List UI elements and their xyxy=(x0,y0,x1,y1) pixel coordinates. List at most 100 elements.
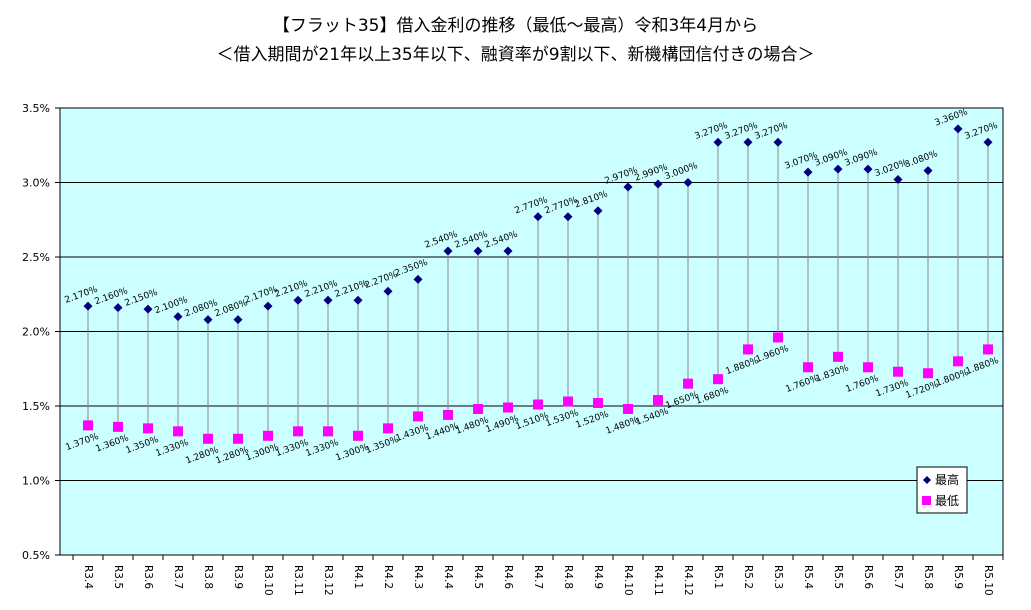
high-marker xyxy=(473,246,483,256)
series-low xyxy=(83,332,993,444)
x-tick-label: R5.2 xyxy=(742,565,754,589)
high-marker xyxy=(443,246,453,256)
x-tick-label: R5.3 xyxy=(772,565,784,589)
high-marker xyxy=(953,124,963,134)
x-tick-label: R4.4 xyxy=(442,565,454,589)
legend-high-marker xyxy=(923,476,931,484)
low-marker xyxy=(773,332,783,343)
y-tick-label: 3.0% xyxy=(22,177,50,190)
low-marker xyxy=(263,430,273,441)
high-marker xyxy=(413,274,423,284)
high-marker xyxy=(713,137,723,147)
x-tick-label: R4.6 xyxy=(502,565,514,589)
low-marker xyxy=(503,402,513,413)
legend-low-marker xyxy=(922,496,931,505)
x-tick-label: R4.11 xyxy=(652,565,664,596)
high-marker xyxy=(173,312,183,322)
x-tick-label: R3.6 xyxy=(142,565,154,589)
x-tick-label: R4.3 xyxy=(412,565,424,589)
low-marker xyxy=(143,423,153,434)
high-marker xyxy=(593,206,603,216)
x-tick-label: R3.4 xyxy=(82,565,94,589)
low-marker xyxy=(743,344,753,355)
x-tick-label: R5.10 xyxy=(982,565,994,596)
high-marker xyxy=(893,175,903,185)
series-high xyxy=(83,124,993,325)
y-tick-label: 1.0% xyxy=(22,475,50,488)
high-marker xyxy=(83,301,93,311)
high-marker xyxy=(323,295,333,305)
x-tick-label: R3.8 xyxy=(202,565,214,589)
x-tick-label: R4.9 xyxy=(592,565,604,589)
x-tick-label: R5.7 xyxy=(892,565,904,589)
legend-low-label: 最低 xyxy=(935,494,959,508)
low-marker xyxy=(353,430,363,441)
low-marker xyxy=(683,378,693,389)
low-marker xyxy=(653,395,663,406)
high-marker xyxy=(773,137,783,147)
low-marker xyxy=(833,351,843,362)
high-marker xyxy=(833,164,843,174)
high-marker xyxy=(293,295,303,305)
high-marker xyxy=(113,303,123,313)
x-tick-label: R4.2 xyxy=(382,565,394,589)
legend-high-label: 最高 xyxy=(935,472,959,487)
low-marker xyxy=(113,421,123,432)
low-marker xyxy=(473,403,483,414)
low-marker xyxy=(893,366,903,377)
low-marker xyxy=(713,374,723,385)
high-marker xyxy=(383,286,393,296)
y-tick-label: 3.5% xyxy=(22,102,50,115)
x-tick-label: R3.10 xyxy=(262,565,274,596)
low-marker xyxy=(83,420,93,431)
low-marker xyxy=(413,411,423,422)
y-axis: 0.5% 1.0% 1.5% 2.0% 2.5% 3.0% 3.5% xyxy=(22,102,60,562)
x-tick-label: R5.1 xyxy=(712,565,724,589)
x-tick-label: R5.9 xyxy=(952,565,964,589)
x-tick-label: R4.10 xyxy=(622,565,634,596)
y-tick-label: 2.0% xyxy=(22,326,50,339)
high-marker xyxy=(683,178,693,187)
x-tick-label: R4.1 xyxy=(352,565,364,589)
high-marker xyxy=(923,166,933,176)
legend-box xyxy=(916,466,968,514)
high-marker xyxy=(653,179,663,189)
x-tick-label: R5.5 xyxy=(832,565,844,589)
x-tick-label: R4.12 xyxy=(682,565,694,596)
high-marker xyxy=(533,212,543,222)
x-tick-label: R5.6 xyxy=(862,565,874,589)
low-marker xyxy=(863,362,873,373)
low-marker xyxy=(383,423,393,434)
high-marker xyxy=(863,164,873,174)
high-marker xyxy=(983,137,993,147)
y-tick-label: 2.5% xyxy=(22,251,50,264)
x-tick-label: R4.5 xyxy=(472,565,484,589)
high-marker xyxy=(563,212,573,222)
high-marker xyxy=(353,295,363,305)
low-marker xyxy=(203,433,213,444)
high-marker xyxy=(743,137,753,147)
x-tick-label: R3.5 xyxy=(112,565,124,589)
x-tick-label: R3.9 xyxy=(232,565,244,589)
low-marker xyxy=(923,368,933,379)
low-marker xyxy=(593,398,603,409)
low-marker xyxy=(293,426,303,437)
x-tick-label: R5.8 xyxy=(922,565,934,589)
low-marker xyxy=(443,409,453,420)
x-tick-label: R4.8 xyxy=(562,565,574,589)
low-marker xyxy=(533,399,543,410)
low-marker xyxy=(323,426,333,437)
x-tick-label: R4.7 xyxy=(532,565,544,589)
gridlines xyxy=(60,107,1003,556)
low-marker xyxy=(803,362,813,373)
low-marker xyxy=(233,433,243,444)
y-tick-label: 1.5% xyxy=(22,400,50,413)
x-tick-label: R3.7 xyxy=(172,565,184,589)
high-marker xyxy=(803,167,813,177)
low-marker xyxy=(623,403,633,414)
high-marker xyxy=(503,246,513,256)
high-marker xyxy=(233,315,243,325)
chart-subtitle: ＜借入期間が21年以上35年以下、融資率が9割以下、新機構団信付きの場合＞ xyxy=(216,45,815,65)
